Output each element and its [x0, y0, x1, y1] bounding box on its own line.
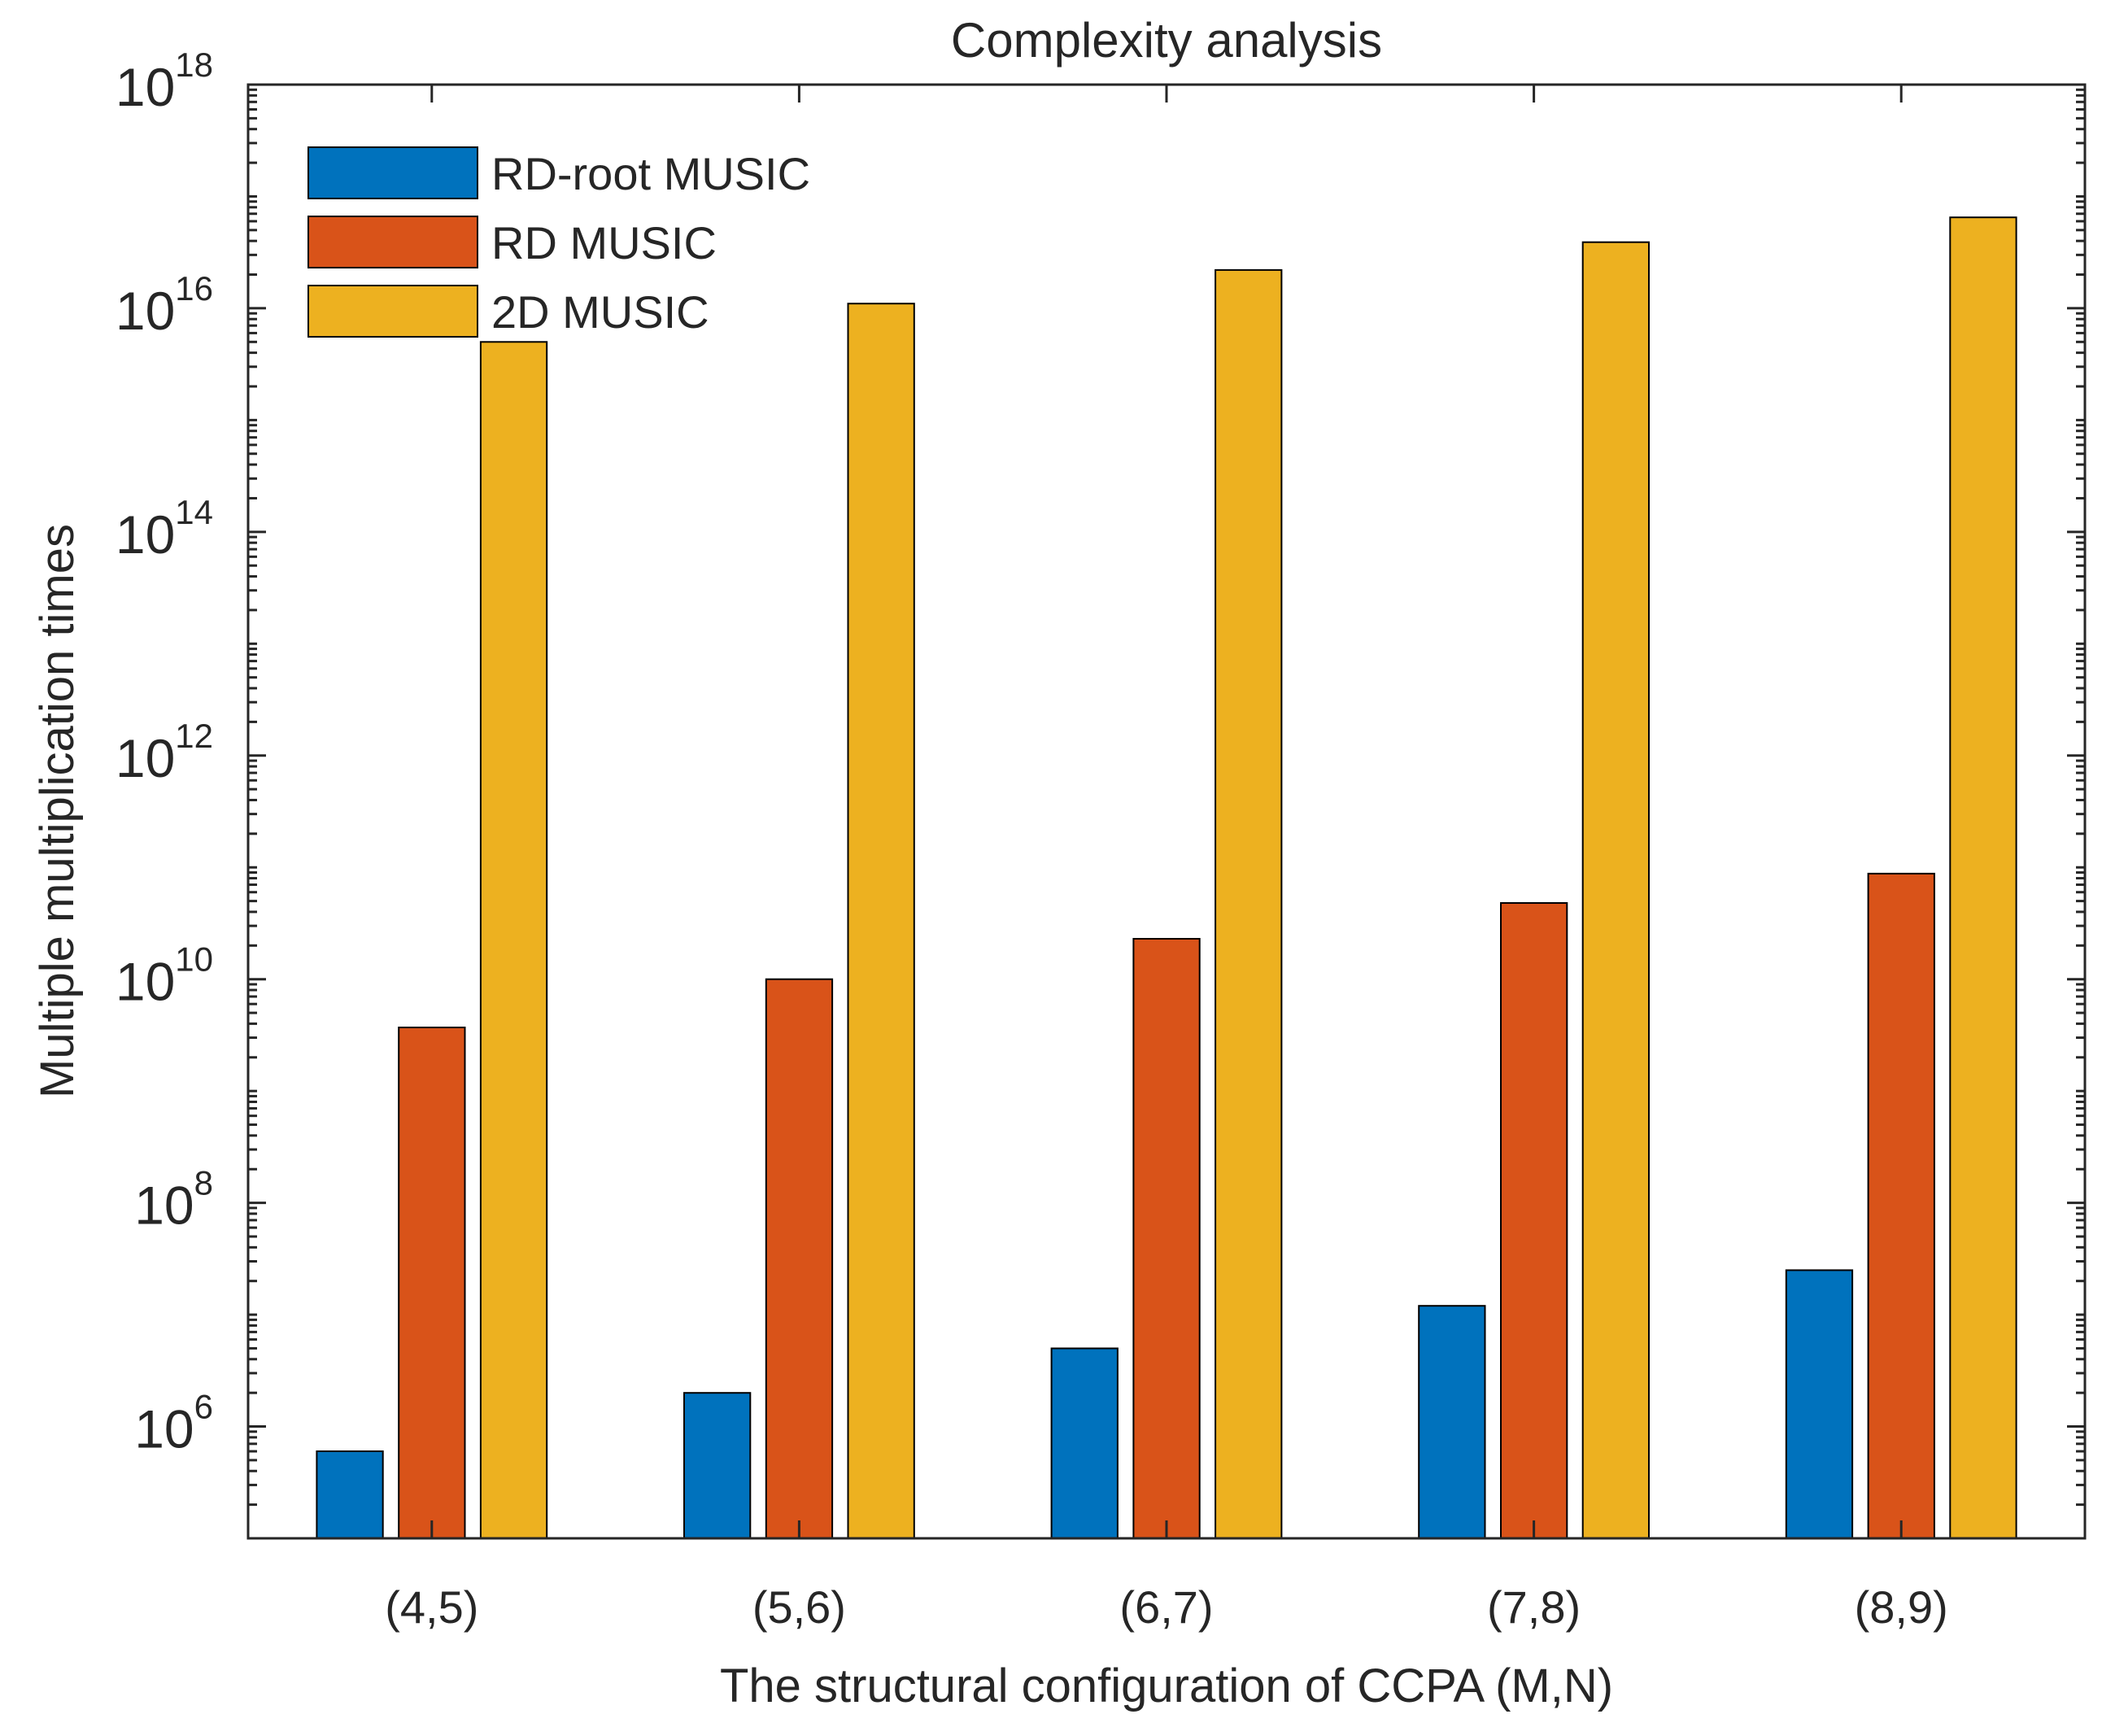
y-tick-exponent: 10 [175, 940, 213, 979]
x-tick-label-6-7: (6,7) [1119, 1581, 1213, 1633]
bar-2d-music-5-6 [847, 303, 915, 1540]
bar-rd-music-5-6 [765, 978, 834, 1539]
bar-rd-root-music-6-7 [1050, 1347, 1119, 1539]
bar-rd-music-7-8 [1500, 902, 1568, 1539]
legend-swatch-rd-root-music [307, 146, 478, 199]
bar-2d-music-6-7 [1215, 268, 1283, 1539]
legend-label-2d-music: 2D MUSIC [491, 286, 709, 338]
x-axis-label: The structural configuration of CCPA (M,… [720, 1660, 1613, 1712]
y-tick-exponent: 14 [175, 493, 213, 531]
y-tick-exponent: 18 [175, 46, 213, 84]
y-tick-base: 10 [134, 1399, 194, 1459]
x-tick-label-8-9: (8,9) [1855, 1581, 1948, 1633]
axes-box [246, 83, 2087, 1540]
y-tick-label: 1010 [116, 940, 213, 1012]
y-tick-base: 10 [116, 504, 175, 565]
chart-title: Complexity analysis [951, 13, 1382, 68]
y-axis-label: Multiple multiplication times [31, 524, 84, 1098]
bar-rd-root-music-7-8 [1418, 1305, 1486, 1539]
bar-rd-root-music-4-5 [316, 1450, 384, 1539]
bar-rd-root-music-8-9 [1785, 1269, 1854, 1540]
y-tick-exponent: 8 [194, 1164, 213, 1202]
x-tick-label-7-8: (7,8) [1487, 1581, 1581, 1633]
bar-rd-music-8-9 [1867, 872, 1935, 1539]
bar-2d-music-7-8 [1581, 241, 1650, 1540]
y-tick-label: 1014 [116, 493, 213, 565]
legend-label-rd-music: RD MUSIC [491, 217, 717, 268]
y-tick-exponent: 6 [194, 1388, 213, 1426]
y-tick-label: 106 [134, 1388, 213, 1459]
y-tick-label: 1016 [116, 269, 213, 341]
y-tick-base: 10 [116, 952, 175, 1012]
y-tick-base: 10 [116, 281, 175, 341]
bar-rd-music-6-7 [1132, 938, 1201, 1539]
y-tick-label: 108 [134, 1164, 213, 1236]
y-tick-base: 10 [134, 1176, 194, 1236]
bar-2d-music-4-5 [479, 341, 548, 1539]
x-tick-label-4-5: (4,5) [385, 1581, 478, 1633]
bars-layer [316, 216, 2017, 1540]
legend-label-rd-root-music: RD-root MUSIC [491, 148, 810, 199]
legend-swatch-2d-music [307, 285, 478, 338]
legend-swatch-rd-music [307, 216, 478, 268]
x-tick-label-5-6: (5,6) [752, 1581, 846, 1633]
bar-rd-music-4-5 [398, 1027, 466, 1539]
y-tick-label: 1018 [116, 46, 213, 117]
bar-2d-music-8-9 [1949, 216, 2017, 1540]
legend: RD-root MUSIC RD MUSIC 2D MUSIC [307, 146, 810, 338]
y-tick-base: 10 [116, 728, 175, 788]
y-tick-label: 1012 [116, 717, 213, 788]
bar-rd-root-music-5-6 [683, 1392, 752, 1539]
y-tick-exponent: 16 [175, 269, 213, 308]
y-tick-base: 10 [116, 57, 175, 117]
y-tick-exponent: 12 [175, 717, 213, 755]
